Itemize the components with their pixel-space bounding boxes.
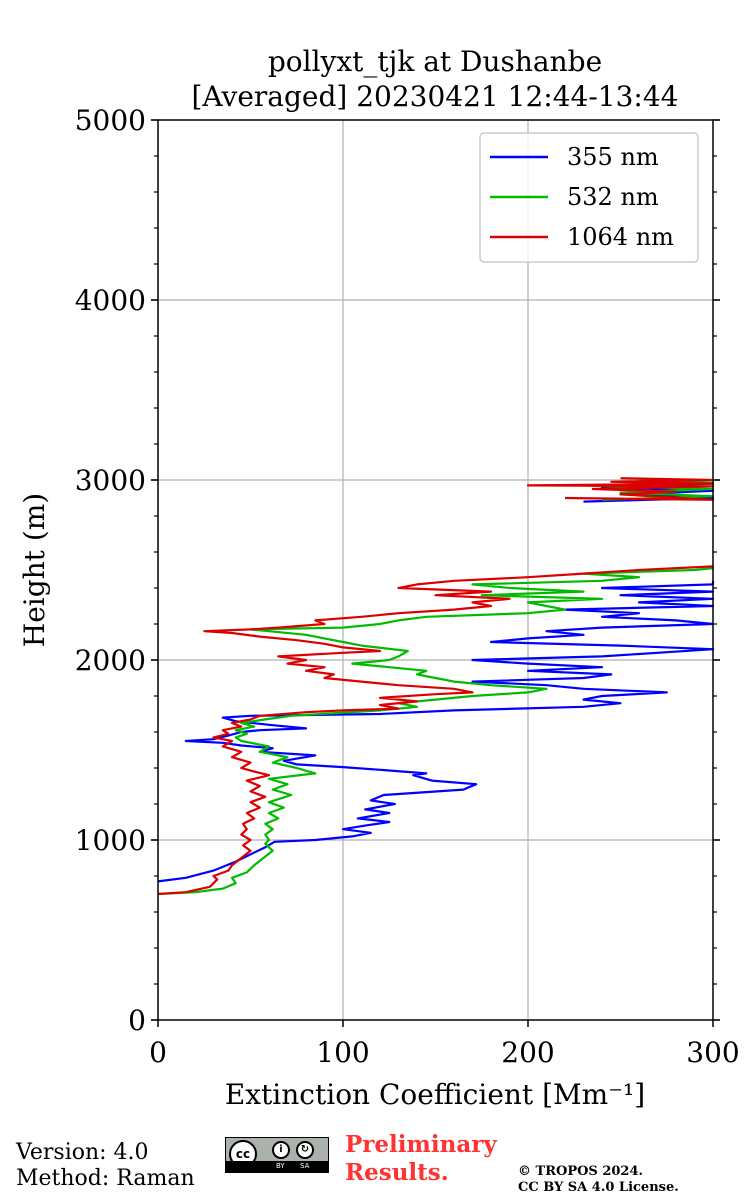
legend-label: 355 nm	[567, 143, 659, 171]
legend-label: 532 nm	[567, 183, 659, 211]
x-tick-labels: 0 100 200 300	[149, 1036, 740, 1069]
x-axis-label: Extinction Coefficient [Mm⁻¹]	[225, 1078, 645, 1111]
x-tick-label: 200	[501, 1036, 554, 1069]
preliminary-line-2: Results.	[345, 1159, 449, 1186]
legend-label: 1064 nm	[567, 223, 674, 251]
method-text: Method: Raman	[16, 1166, 195, 1191]
y-tick-label: 0	[128, 1004, 146, 1037]
y-tick-label: 2000	[75, 644, 146, 677]
series-group	[157, 477, 715, 896]
axis-ticks	[151, 119, 720, 1027]
sa-label: SA	[300, 1162, 310, 1170]
extinction-profile-chart: pollyxt_tjk at Dushanbe [Averaged] 20230…	[18, 45, 740, 1111]
by-label: BY	[276, 1162, 285, 1170]
y-tick-label: 5000	[75, 104, 146, 137]
plot-frame	[157, 119, 714, 1021]
y-tick-label: 1000	[75, 824, 146, 857]
copyright-line-2: CC BY SA 4.0 License.	[518, 1180, 679, 1195]
x-tick-label: 300	[686, 1036, 739, 1069]
sa-icon: ↻	[296, 1141, 314, 1159]
chart-title-line-2: [Averaged] 20230421 12:44-13:44	[192, 80, 679, 113]
x-tick-label: 100	[316, 1036, 369, 1069]
by-icon: i	[272, 1141, 290, 1159]
x-tick-label: 0	[149, 1036, 167, 1069]
y-tick-labels: 0 1000 2000 3000 4000 5000	[75, 104, 146, 1037]
version-text: Version: 4.0	[16, 1140, 149, 1165]
y-tick-label: 3000	[75, 464, 146, 497]
y-tick-label: 4000	[75, 284, 146, 317]
cc-by-sa-license-icon: cc i ↻ BY SA	[225, 1137, 329, 1173]
legend: 355 nm 532 nm 1064 nm	[479, 132, 699, 263]
chart-title-line-1: pollyxt_tjk at Dushanbe	[268, 45, 602, 78]
preliminary-line-1: Preliminary	[345, 1131, 497, 1158]
copyright-line-1: © TROPOS 2024.	[518, 1164, 644, 1179]
legend-box	[479, 132, 699, 263]
y-axis-label: Height (m)	[18, 493, 51, 647]
series-line-1064-nm-2	[157, 565, 714, 896]
